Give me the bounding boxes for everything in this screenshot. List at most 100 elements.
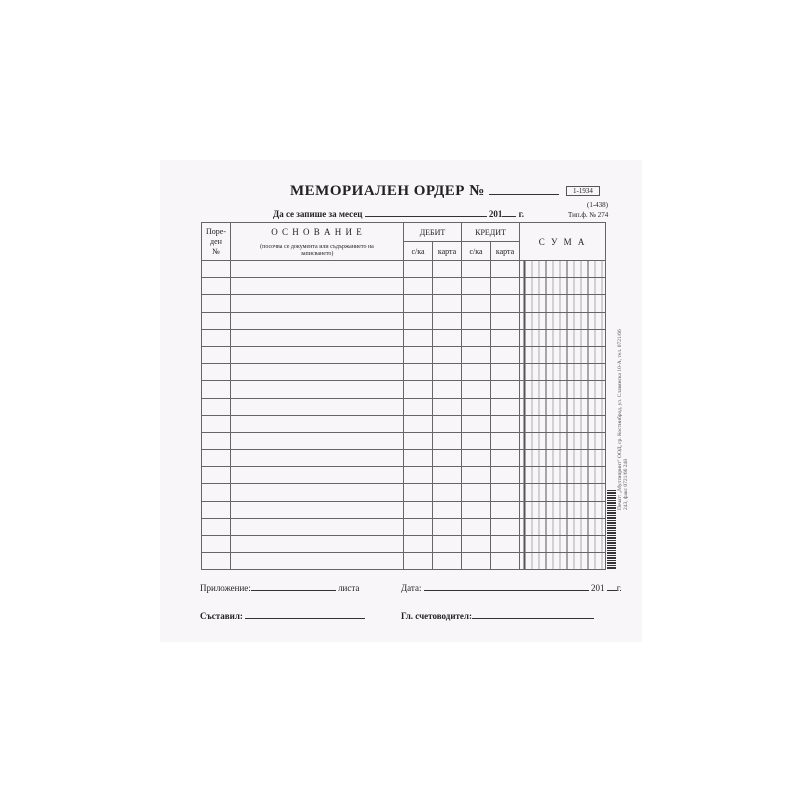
row-number-cell[interactable] <box>201 345 231 365</box>
row-debit-card-cell[interactable] <box>431 328 463 347</box>
row-basis-cell[interactable] <box>230 517 404 537</box>
row-basis-cell[interactable] <box>230 294 404 313</box>
row-sum-cell[interactable] <box>519 431 607 451</box>
row-debit-account-cell[interactable] <box>403 294 433 313</box>
row-credit-card-cell[interactable] <box>490 466 521 485</box>
row-debit-card-cell[interactable] <box>431 277 463 296</box>
date-year-field[interactable] <box>606 590 617 591</box>
table-row[interactable] <box>201 500 607 519</box>
table-row[interactable] <box>201 414 607 433</box>
row-number-cell[interactable] <box>201 500 231 519</box>
row-debit-account-cell[interactable] <box>403 449 433 468</box>
compiled-field[interactable] <box>245 618 366 619</box>
row-debit-card-cell[interactable] <box>431 397 463 416</box>
row-debit-account-cell[interactable] <box>403 397 433 416</box>
row-credit-card-cell[interactable] <box>490 259 521 279</box>
row-debit-account-cell[interactable] <box>403 483 433 502</box>
row-credit-card-cell[interactable] <box>490 277 521 296</box>
row-basis-cell[interactable] <box>230 277 404 296</box>
row-debit-card-cell[interactable] <box>431 500 463 519</box>
row-debit-card-cell[interactable] <box>431 363 463 382</box>
row-number-cell[interactable] <box>201 552 231 571</box>
row-debit-card-cell[interactable] <box>431 311 463 330</box>
row-sum-cell[interactable] <box>519 397 607 416</box>
row-number-cell[interactable] <box>201 466 231 485</box>
row-sum-cell[interactable] <box>519 259 607 279</box>
row-sum-cell[interactable] <box>519 483 607 502</box>
row-credit-account-cell[interactable] <box>461 466 492 485</box>
row-credit-account-cell[interactable] <box>461 517 492 537</box>
row-debit-account-cell[interactable] <box>403 552 433 571</box>
row-number-cell[interactable] <box>201 517 231 537</box>
row-basis-cell[interactable] <box>230 449 404 468</box>
row-credit-card-cell[interactable] <box>490 414 521 433</box>
row-credit-account-cell[interactable] <box>461 449 492 468</box>
row-credit-card-cell[interactable] <box>490 294 521 313</box>
row-credit-card-cell[interactable] <box>490 328 521 347</box>
date-field[interactable] <box>423 590 589 591</box>
row-debit-account-cell[interactable] <box>403 363 433 382</box>
table-row[interactable] <box>201 363 607 382</box>
row-number-cell[interactable] <box>201 259 231 279</box>
row-debit-card-cell[interactable] <box>431 534 463 554</box>
row-sum-cell[interactable] <box>519 500 607 519</box>
table-row[interactable] <box>201 294 607 313</box>
row-debit-card-cell[interactable] <box>431 552 463 571</box>
table-row[interactable] <box>201 466 607 485</box>
row-credit-account-cell[interactable] <box>461 431 492 451</box>
row-debit-account-cell[interactable] <box>403 431 433 451</box>
row-basis-cell[interactable] <box>230 500 404 519</box>
row-credit-account-cell[interactable] <box>461 294 492 313</box>
row-sum-cell[interactable] <box>519 449 607 468</box>
table-row[interactable] <box>201 345 607 365</box>
row-credit-account-cell[interactable] <box>461 328 492 347</box>
row-sum-cell[interactable] <box>519 380 607 399</box>
row-debit-account-cell[interactable] <box>403 345 433 365</box>
row-credit-account-cell[interactable] <box>461 534 492 554</box>
row-credit-card-cell[interactable] <box>490 380 521 399</box>
row-credit-account-cell[interactable] <box>461 397 492 416</box>
row-number-cell[interactable] <box>201 431 231 451</box>
row-sum-cell[interactable] <box>519 277 607 296</box>
row-basis-cell[interactable] <box>230 466 404 485</box>
chief-accountant-field[interactable] <box>471 618 594 619</box>
row-credit-card-cell[interactable] <box>490 449 521 468</box>
row-credit-account-cell[interactable] <box>461 311 492 330</box>
row-credit-card-cell[interactable] <box>490 517 521 537</box>
table-row[interactable] <box>201 534 607 554</box>
row-number-cell[interactable] <box>201 311 231 330</box>
row-credit-card-cell[interactable] <box>490 363 521 382</box>
row-credit-card-cell[interactable] <box>490 552 521 571</box>
row-sum-cell[interactable] <box>519 552 607 571</box>
row-debit-card-cell[interactable] <box>431 483 463 502</box>
row-debit-card-cell[interactable] <box>431 449 463 468</box>
row-credit-card-cell[interactable] <box>490 397 521 416</box>
row-credit-card-cell[interactable] <box>490 500 521 519</box>
row-debit-card-cell[interactable] <box>431 431 463 451</box>
row-debit-card-cell[interactable] <box>431 517 463 537</box>
row-basis-cell[interactable] <box>230 414 404 433</box>
row-debit-account-cell[interactable] <box>403 328 433 347</box>
row-credit-account-cell[interactable] <box>461 363 492 382</box>
row-number-cell[interactable] <box>201 380 231 399</box>
table-row[interactable] <box>201 397 607 416</box>
table-row[interactable] <box>201 552 607 571</box>
table-row[interactable] <box>201 277 607 296</box>
row-basis-cell[interactable] <box>230 311 404 330</box>
row-basis-cell[interactable] <box>230 259 404 279</box>
row-debit-account-cell[interactable] <box>403 277 433 296</box>
row-sum-cell[interactable] <box>519 517 607 537</box>
table-row[interactable] <box>201 449 607 468</box>
row-credit-account-cell[interactable] <box>461 345 492 365</box>
row-debit-account-cell[interactable] <box>403 414 433 433</box>
table-row[interactable] <box>201 483 607 502</box>
row-basis-cell[interactable] <box>230 380 404 399</box>
row-number-cell[interactable] <box>201 294 231 313</box>
row-basis-cell[interactable] <box>230 483 404 502</box>
row-sum-cell[interactable] <box>519 328 607 347</box>
row-debit-account-cell[interactable] <box>403 259 433 279</box>
row-debit-account-cell[interactable] <box>403 466 433 485</box>
table-row[interactable] <box>201 259 607 279</box>
row-credit-card-cell[interactable] <box>490 345 521 365</box>
row-basis-cell[interactable] <box>230 328 404 347</box>
